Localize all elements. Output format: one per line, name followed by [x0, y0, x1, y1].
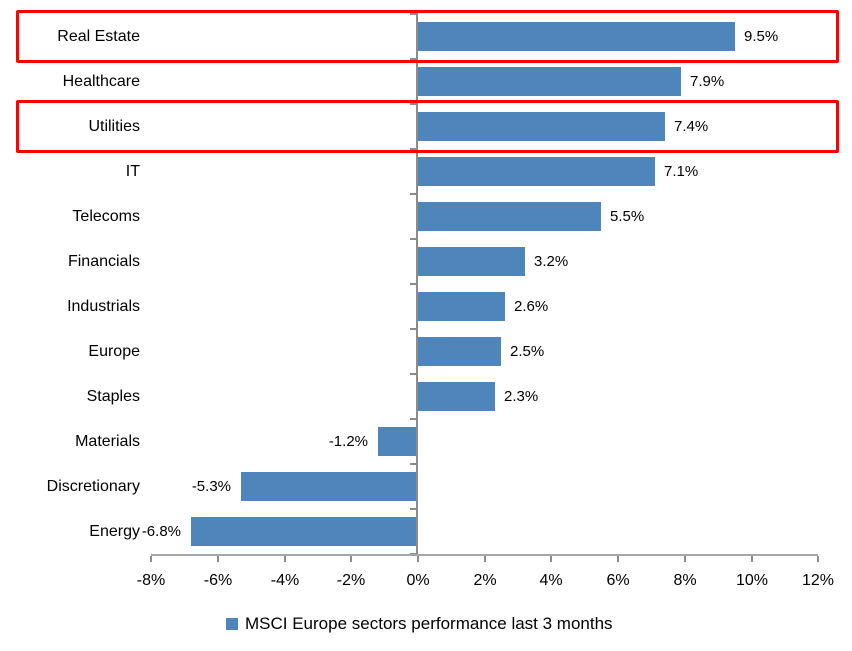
- category-label-discretionary: Discretionary: [46, 477, 140, 495]
- value-label-it: 7.1%: [664, 163, 699, 180]
- legend-series-label: MSCI Europe sectors performance last 3 m…: [245, 614, 613, 633]
- category-label-energy: Energy: [89, 522, 140, 540]
- value-axis-tick-label: 12%: [801, 572, 835, 589]
- category-label-financials: Financials: [67, 252, 140, 270]
- category-axis-tick: [410, 148, 417, 150]
- value-axis-tick: [284, 556, 286, 562]
- category-axis-tick: [410, 58, 417, 60]
- value-axis-tick-label: 0%: [406, 572, 430, 589]
- bar-industrials: [418, 292, 505, 321]
- bar-financials: [418, 247, 525, 276]
- value-axis-tick: [150, 556, 152, 562]
- category-axis-tick: [410, 238, 417, 240]
- value-label-utilities: 7.4%: [674, 118, 709, 135]
- category-label-europe: Europe: [88, 342, 140, 360]
- bar-healthcare: [418, 67, 681, 96]
- value-axis-tick: [617, 556, 619, 562]
- value-axis-tick-label: 2%: [473, 572, 497, 589]
- value-axis-tick-label: -8%: [136, 572, 166, 589]
- bar-staples: [418, 382, 495, 411]
- value-label-telecoms: 5.5%: [610, 208, 645, 225]
- category-axis-tick: [410, 193, 417, 195]
- value-axis-tick: [217, 556, 219, 562]
- bar-discretionary: [241, 472, 418, 501]
- value-axis-tick: [684, 556, 686, 562]
- bar-utilities: [418, 112, 665, 141]
- category-axis-tick: [410, 463, 417, 465]
- value-axis-tick: [817, 556, 819, 562]
- value-axis-tick-label: -6%: [203, 572, 233, 589]
- category-axis-tick: [410, 508, 417, 510]
- bar-real-estate: [418, 22, 735, 51]
- value-axis-tick: [484, 556, 486, 562]
- category-axis-tick: [410, 418, 417, 420]
- value-label-discretionary: -5.3%: [191, 478, 231, 495]
- value-axis-tick: [417, 556, 419, 562]
- value-axis-tick-label: 6%: [606, 572, 630, 589]
- value-label-industrials: 2.6%: [514, 298, 549, 315]
- value-axis-tick-label: -2%: [336, 572, 366, 589]
- value-axis-tick: [751, 556, 753, 562]
- legend-square-marker-icon: [226, 617, 238, 630]
- category-axis-tick: [410, 13, 417, 15]
- value-axis-line: [151, 554, 818, 556]
- bar-materials: [378, 427, 418, 456]
- category-axis-line: [416, 13, 418, 555]
- category-label-real-estate: Real Estate: [57, 27, 140, 45]
- value-axis-tick-label: 10%: [735, 572, 769, 589]
- category-label-healthcare: Healthcare: [62, 72, 140, 90]
- value-axis-tick-label: 8%: [673, 572, 697, 589]
- category-axis-tick: [410, 328, 417, 330]
- value-label-europe: 2.5%: [510, 343, 545, 360]
- category-axis-tick: [410, 373, 417, 375]
- value-label-energy: -6.8%: [141, 523, 181, 540]
- category-label-telecoms: Telecoms: [72, 207, 140, 225]
- category-label-staples: Staples: [86, 387, 140, 405]
- value-label-financials: 3.2%: [534, 253, 569, 270]
- value-label-healthcare: 7.9%: [690, 73, 725, 90]
- value-axis-tick: [350, 556, 352, 562]
- category-axis-tick: [410, 283, 417, 285]
- bar-energy: [191, 517, 418, 546]
- category-label-materials: Materials: [75, 432, 140, 450]
- value-axis-tick-label: -4%: [270, 572, 300, 589]
- bar-europe: [418, 337, 501, 366]
- value-axis-tick: [550, 556, 552, 562]
- bar-telecoms: [418, 202, 601, 231]
- value-label-real-estate: 9.5%: [744, 28, 779, 45]
- chart-legend: MSCI Europe sectors performance last 3 m…: [226, 613, 613, 634]
- bar-it: [418, 157, 655, 186]
- category-label-utilities: Utilities: [88, 117, 140, 135]
- category-label-industrials: Industrials: [67, 297, 140, 315]
- value-label-staples: 2.3%: [504, 388, 539, 405]
- value-axis-tick-label: 4%: [539, 572, 563, 589]
- category-label-it: IT: [125, 162, 140, 180]
- value-label-materials: -1.2%: [328, 433, 368, 450]
- category-axis-tick: [410, 103, 417, 105]
